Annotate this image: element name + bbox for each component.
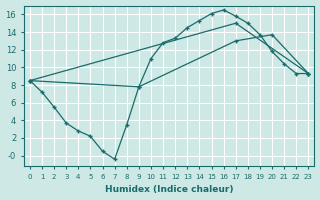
X-axis label: Humidex (Indice chaleur): Humidex (Indice chaleur)	[105, 185, 233, 194]
